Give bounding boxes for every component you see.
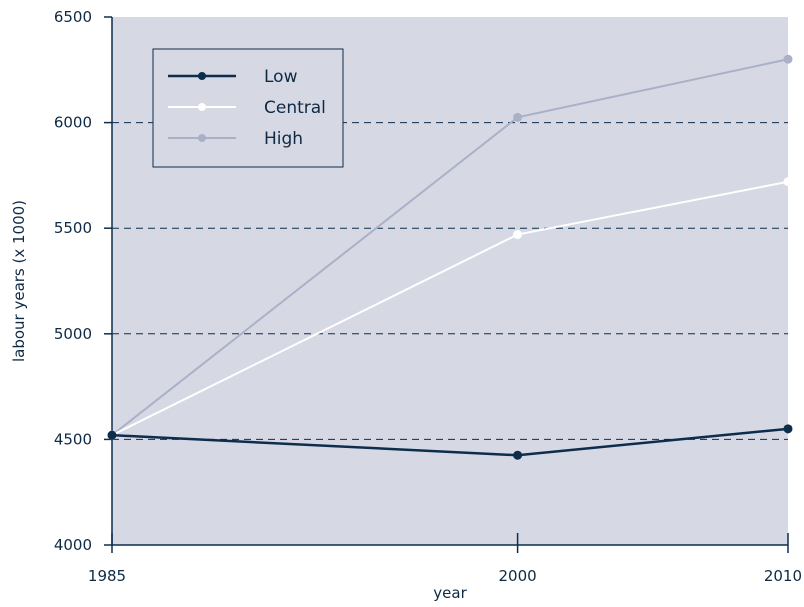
legend-item-high: High: [168, 129, 303, 149]
data-point-high: [513, 112, 523, 122]
series-low: [107, 424, 793, 460]
y-tick-label: 6000: [54, 114, 92, 132]
data-point-high: [783, 54, 793, 64]
legend-label: High: [264, 129, 303, 149]
y-tick-label: 5000: [54, 325, 92, 343]
legend-label: Central: [264, 98, 326, 118]
legend-swatch-marker: [198, 103, 206, 111]
series-lines: [107, 54, 793, 460]
y-tick-label: 5500: [54, 219, 92, 237]
legend-swatch-marker: [198, 72, 206, 80]
legend: Low Central High: [152, 48, 344, 168]
axes: [104, 16, 789, 553]
legend-item-central: Central: [168, 98, 326, 118]
x-tick-label: 2010: [764, 567, 802, 585]
legend-box: [152, 48, 344, 168]
x-tick-label: 2000: [499, 567, 537, 585]
data-point-low: [107, 430, 117, 440]
x-axis-title: year: [433, 584, 467, 602]
y-tick-label: 4500: [54, 430, 92, 448]
data-point-central: [783, 177, 793, 187]
y-tick-label: 6500: [54, 8, 92, 26]
legend-swatch-marker: [198, 134, 206, 142]
y-tick-labels: 4000 4500 5000 5500 6000 6500: [54, 8, 92, 554]
data-point-low: [513, 450, 523, 460]
legend-item-low: Low: [168, 67, 298, 87]
data-point-low: [783, 424, 793, 434]
data-point-central: [513, 230, 523, 240]
x-tick-label: 1985: [88, 567, 126, 585]
y-axis-title: labour years (x 1000): [10, 200, 28, 362]
legend-label: Low: [264, 67, 298, 87]
y-tick-label: 4000: [54, 536, 92, 554]
x-tick-labels: 1985 2000 2010: [88, 567, 802, 585]
